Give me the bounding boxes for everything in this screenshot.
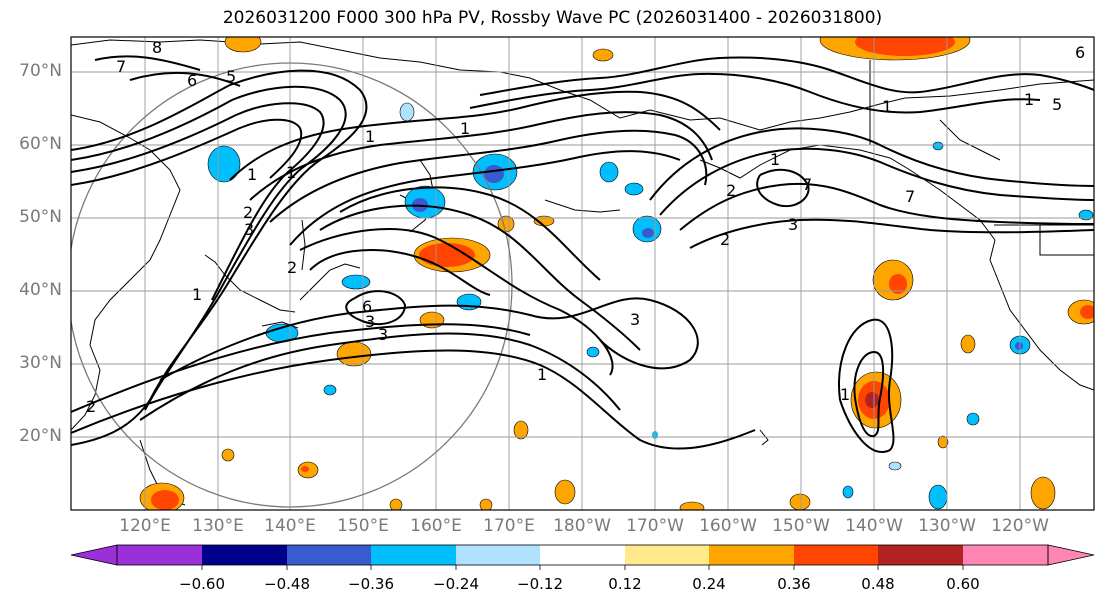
colorbar-segment bbox=[878, 545, 963, 565]
colorbar-tick-label: 0.60 bbox=[946, 575, 980, 593]
colorbar-tick-label: −0.24 bbox=[433, 575, 479, 593]
contour-label: 1 bbox=[537, 365, 547, 384]
contour-label: 6 bbox=[1075, 43, 1085, 62]
map-plot-area: 8 7 6 5 1 2 3 6 3 3 1 2 3 1 1 1 3 7 5 1 … bbox=[71, 37, 1094, 510]
colorbar-segment bbox=[117, 545, 202, 565]
lat-label: 30°N bbox=[19, 353, 62, 373]
contour-label: 6 bbox=[187, 71, 197, 90]
contour-label: 2 bbox=[287, 258, 297, 277]
contour-label: 1 bbox=[286, 163, 296, 182]
lon-label: 170°W bbox=[626, 516, 684, 536]
colorbar-tick-label: 0.12 bbox=[608, 575, 642, 593]
colorbar-segment bbox=[202, 545, 287, 565]
contour-label: 3 bbox=[788, 215, 798, 234]
colorbar-segment bbox=[963, 545, 1048, 565]
contour-label: 7 bbox=[905, 187, 915, 206]
lon-label: 140°E bbox=[264, 516, 316, 536]
colorbar-segment bbox=[625, 545, 709, 565]
lon-label: 150°E bbox=[337, 516, 389, 536]
lon-label: 170°E bbox=[483, 516, 535, 536]
lon-label: 140°W bbox=[845, 516, 903, 536]
contour-label: 1 bbox=[840, 385, 850, 404]
lon-label: 160°E bbox=[410, 516, 462, 536]
contour-label: 7 bbox=[116, 57, 126, 76]
lat-label: 40°N bbox=[19, 280, 62, 300]
contour-label: 1 bbox=[882, 97, 892, 116]
map-title: 2026031200 F000 300 hPa PV, Rossby Wave … bbox=[222, 8, 883, 28]
contour-label: 6 bbox=[362, 297, 372, 316]
lon-label: 120°W bbox=[991, 516, 1049, 536]
contour-label: 1 bbox=[247, 165, 257, 184]
contour-label: 2 bbox=[720, 230, 730, 249]
contour-label: 8 bbox=[152, 38, 162, 57]
lon-label: 130°W bbox=[918, 516, 976, 536]
contour-label: 2 bbox=[726, 181, 736, 200]
contour-label: 3 bbox=[378, 325, 388, 344]
contour-label: 1 bbox=[770, 150, 780, 169]
contour-label: 7 bbox=[802, 175, 812, 194]
colorbar-segment bbox=[287, 545, 371, 565]
lon-label: 160°W bbox=[699, 516, 757, 536]
graticule bbox=[71, 37, 1094, 510]
contour-label: 1 bbox=[1024, 90, 1034, 109]
contour-label: 1 bbox=[192, 285, 202, 304]
contour-label: 3 bbox=[630, 310, 640, 329]
contour-label: 5 bbox=[226, 67, 236, 86]
lat-label: 70°N bbox=[19, 61, 62, 81]
pv-contours bbox=[71, 55, 1094, 453]
lon-label: 120°E bbox=[119, 516, 171, 536]
colorbar-segment bbox=[540, 545, 625, 565]
colorbar-tick-label: 0.24 bbox=[692, 575, 726, 593]
contour-label: 1 bbox=[460, 119, 470, 138]
colorbar bbox=[70, 544, 1095, 570]
contour-label: 2 bbox=[243, 203, 253, 222]
lat-label: 50°N bbox=[19, 207, 62, 227]
colorbar-extend-high bbox=[1047, 544, 1095, 566]
colorbar-extend-low bbox=[70, 544, 118, 566]
colorbar-tick-label: −0.36 bbox=[348, 575, 394, 593]
colorbar-segment bbox=[456, 545, 540, 565]
colorbar-segment bbox=[371, 545, 456, 565]
colorbar-tick-label: 0.48 bbox=[861, 575, 895, 593]
contour-label: 2 bbox=[86, 397, 96, 416]
colorbar-tick-label: −0.12 bbox=[517, 575, 563, 593]
colorbar-segment bbox=[794, 545, 878, 565]
lon-label: 130°E bbox=[192, 516, 244, 536]
colorbar-tick-label: −0.60 bbox=[179, 575, 225, 593]
lat-label: 60°N bbox=[19, 134, 62, 154]
contour-labels: 8 7 6 5 1 2 3 6 3 3 1 2 3 1 1 1 3 7 5 1 … bbox=[86, 38, 1085, 416]
lat-label: 20°N bbox=[19, 426, 62, 446]
lon-label: 150°W bbox=[772, 516, 830, 536]
negative-pv-shading bbox=[207, 102, 1094, 510]
colorbar-segment bbox=[709, 545, 794, 565]
colorbar-tick-label: −0.48 bbox=[264, 575, 310, 593]
contour-label: 1 bbox=[365, 127, 375, 146]
lon-label: 180°W bbox=[553, 516, 611, 536]
contour-label: 5 bbox=[1052, 95, 1062, 114]
map-frame bbox=[70, 36, 1095, 511]
contour-label: 3 bbox=[365, 312, 375, 331]
colorbar-tick-label: 0.36 bbox=[777, 575, 811, 593]
contour-label: 3 bbox=[244, 220, 254, 239]
positive-pv-shading bbox=[139, 37, 1094, 510]
